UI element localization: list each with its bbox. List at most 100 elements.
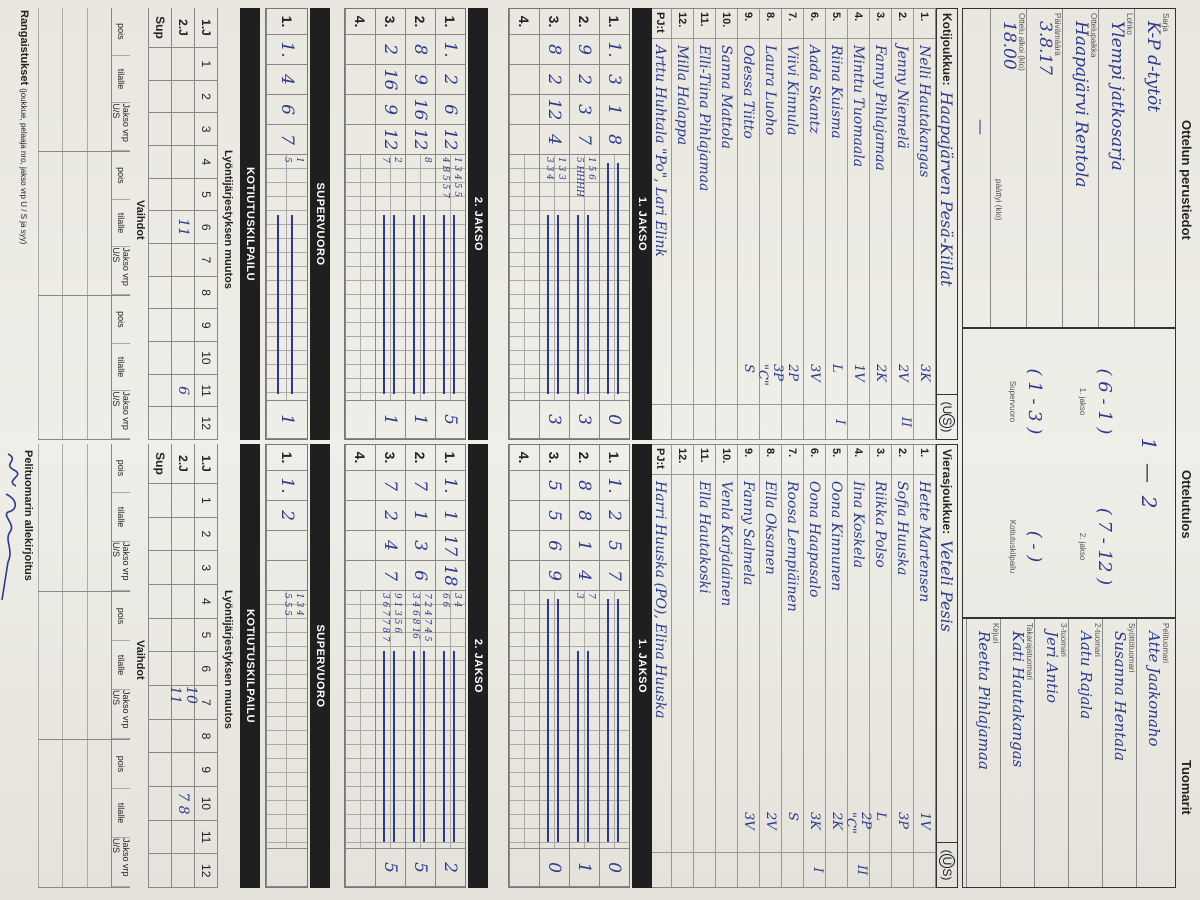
- batter-cell[interactable]: 6: [267, 95, 307, 125]
- referee-name[interactable]: Reetta Pihlajamaa: [975, 631, 993, 770]
- lineup-cell[interactable]: [149, 618, 171, 653]
- lineup-cell[interactable]: [172, 244, 194, 277]
- batter-cell[interactable]: 5: [540, 501, 569, 531]
- batter-cell[interactable]: 8: [540, 35, 569, 65]
- subs-entry[interactable]: [38, 8, 63, 151]
- subs-entry[interactable]: [62, 8, 87, 151]
- subs-entry[interactable]: [38, 592, 63, 739]
- batter-cell[interactable]: [346, 531, 375, 561]
- subs-entry[interactable]: [86, 152, 111, 295]
- batter-cell[interactable]: 7: [267, 125, 307, 155]
- lineup-cell[interactable]: [172, 652, 194, 687]
- subs-entry[interactable]: [38, 444, 63, 591]
- lineup-cell[interactable]: [172, 618, 194, 653]
- batter-cell[interactable]: 3: [570, 95, 599, 125]
- batter-cell[interactable]: 9: [406, 65, 435, 95]
- info-field-value[interactable]: Haapajärvi Rentola: [1071, 21, 1091, 188]
- marks-area[interactable]: [600, 591, 629, 849]
- lineup-cell[interactable]: 11: [172, 211, 194, 245]
- lineup-cell[interactable]: [149, 517, 171, 552]
- lineup-cell[interactable]: [149, 820, 171, 855]
- lineup-cell[interactable]: [149, 854, 171, 889]
- subs-entry[interactable]: [86, 740, 111, 887]
- player-name[interactable]: Venla Karjalainen: [718, 481, 735, 607]
- batter-cell[interactable]: 2: [267, 501, 307, 531]
- player-name[interactable]: Oona Haapasalo: [806, 481, 823, 598]
- subs-entry[interactable]: [62, 444, 87, 591]
- info-field-value[interactable]: 3.8.17: [1035, 21, 1055, 76]
- inning-total[interactable]: [346, 849, 375, 887]
- inning-total[interactable]: 0: [600, 401, 629, 439]
- info-field[interactable]: Sarja K-P d-tytöt: [1134, 9, 1171, 327]
- player-name[interactable]: Fanny Pihlajamaa: [872, 45, 889, 171]
- batter-cell[interactable]: 8: [406, 35, 435, 65]
- lineup-cell[interactable]: [149, 80, 171, 114]
- lineup-cell[interactable]: [149, 146, 171, 179]
- batter-cell[interactable]: 1: [570, 531, 599, 561]
- inning-total[interactable]: 0: [540, 849, 569, 887]
- lineup-cell[interactable]: [149, 551, 171, 586]
- batter-cell[interactable]: 12: [436, 125, 465, 155]
- lineup-cell[interactable]: [149, 787, 171, 821]
- marks-area[interactable]: [540, 591, 569, 849]
- batter-cell[interactable]: [510, 35, 539, 65]
- inning-total[interactable]: 3: [570, 401, 599, 439]
- subs-entry[interactable]: [38, 152, 63, 295]
- lineup-cell[interactable]: [172, 48, 194, 81]
- info-field-value[interactable]: K-P d-tytöt: [1143, 21, 1163, 113]
- inning-total[interactable]: [267, 849, 307, 887]
- inning-total[interactable]: [346, 401, 375, 439]
- subs-entry[interactable]: [62, 740, 87, 887]
- batter-cell[interactable]: 12: [406, 125, 435, 155]
- batter-cell[interactable]: 8: [570, 501, 599, 531]
- lineup-cell[interactable]: 6: [172, 374, 194, 408]
- referee-name[interactable]: Susanna Hentala: [1111, 631, 1129, 761]
- inning-total[interactable]: 2: [436, 849, 465, 887]
- info-field[interactable]: Ottelupaikka Haapajärvi Rentola: [1062, 9, 1099, 327]
- visitor-u-option[interactable]: U: [939, 853, 955, 869]
- batter-cell[interactable]: [346, 501, 375, 531]
- batter-cell[interactable]: 3: [406, 531, 435, 561]
- referee-field[interactable]: Kirjuri Reetta Pihlajamaa: [966, 619, 1001, 887]
- batter-cell[interactable]: 1: [406, 501, 435, 531]
- visitor-s-option[interactable]: S: [940, 868, 954, 877]
- batter-cell[interactable]: 16: [376, 65, 405, 95]
- batter-cell[interactable]: 9: [540, 561, 569, 591]
- batter-cell[interactable]: 8: [570, 471, 599, 501]
- referee-field[interactable]: Takarajatuomari Kati Hautakangas: [1000, 619, 1035, 887]
- referee-field[interactable]: Syöttötuomari Susanna Hentala: [1102, 619, 1137, 887]
- batter-cell[interactable]: 2: [436, 65, 465, 95]
- marks-area[interactable]: [510, 155, 539, 401]
- batter-cell[interactable]: 4: [267, 65, 307, 95]
- batter-cell[interactable]: 8: [600, 125, 629, 155]
- visitor-us-selector[interactable]: (U S): [937, 842, 957, 887]
- inning-total[interactable]: 5: [436, 401, 465, 439]
- batter-cell[interactable]: 4: [570, 561, 599, 591]
- lineup-cell[interactable]: [172, 854, 194, 889]
- lineup-cell[interactable]: [149, 374, 171, 408]
- player-name[interactable]: Iina Koskela: [850, 481, 867, 569]
- batter-cell[interactable]: [346, 561, 375, 591]
- player-name[interactable]: Minttu Tuomaala: [850, 45, 867, 168]
- inning-total[interactable]: 1: [570, 849, 599, 887]
- inning-total[interactable]: 0: [600, 849, 629, 887]
- referee-field[interactable]: 3-tuomari Jeri Antio: [1034, 619, 1069, 887]
- player-name[interactable]: Odessa Tiitto: [740, 45, 757, 139]
- marks-area[interactable]: [600, 155, 629, 401]
- lineup-cell[interactable]: [172, 80, 194, 114]
- lineup-cell[interactable]: 7 8: [172, 787, 194, 821]
- batter-cell[interactable]: 1.: [436, 471, 465, 501]
- batter-cell[interactable]: 7: [376, 471, 405, 501]
- batter-cell[interactable]: [346, 35, 375, 65]
- inning-total[interactable]: [510, 849, 539, 887]
- batter-cell[interactable]: 5: [600, 531, 629, 561]
- lineup-cell[interactable]: [172, 407, 194, 441]
- player-name[interactable]: Riikka Polso: [872, 481, 889, 568]
- lineup-cell[interactable]: [149, 652, 171, 687]
- referee-field[interactable]: 2-tuomari Aatu Rajala: [1068, 619, 1103, 887]
- lineup-cell[interactable]: [149, 342, 171, 375]
- inning-total[interactable]: [510, 401, 539, 439]
